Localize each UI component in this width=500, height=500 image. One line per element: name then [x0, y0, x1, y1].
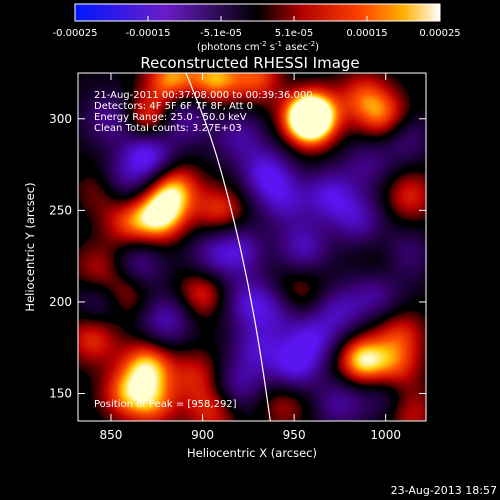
x-tick-label: 900 — [191, 428, 214, 442]
y-tick-label: 200 — [49, 295, 72, 309]
chart-title: Reconstructed RHESSI Image — [140, 54, 359, 72]
colorbar-gradient — [74, 3, 441, 22]
x-axis: 850 900 950 1000 — [100, 73, 401, 442]
colorbar-tick-label: -0.00015 — [126, 28, 171, 39]
colorbar-unit-label: (photons cm-2 s-1 asec-2) — [197, 40, 319, 53]
y-tick-label: 300 — [49, 112, 72, 126]
x-tick-label: 850 — [100, 428, 123, 442]
heatmap-image — [78, 73, 426, 421]
y-tick-label: 150 — [49, 387, 72, 401]
colorbar-tick-label: -0.00025 — [53, 28, 98, 39]
info-line: Clean Total counts: 3.27E+03 — [94, 123, 242, 134]
y-tick-label: 250 — [49, 203, 72, 217]
colorbar-tick-label: 0.00025 — [419, 28, 460, 39]
colorbar-tick-label: 0.00015 — [346, 28, 387, 39]
x-tick-label: 950 — [283, 428, 306, 442]
heatmap-container — [78, 73, 426, 421]
y-axis: 150 200 250 300 — [49, 112, 426, 401]
x-axis-label: Heliocentric X (arcsec) — [187, 446, 317, 460]
info-line: Energy Range: 25.0 - 50.0 keV — [94, 112, 247, 123]
peak-position-label: Position of Peak = [958,292] — [94, 399, 237, 410]
colorbar-tick-label: -5.1e-05 — [200, 28, 242, 39]
plot-frame — [77, 72, 427, 422]
solar-limb-curve — [185, 73, 271, 421]
x-tick-label: 1000 — [370, 428, 401, 442]
colorbar-tick-label: 5.1e-05 — [275, 28, 313, 39]
colorbar: -0.00025 -0.00015 -5.1e-05 5.1e-05 0.00015 0.… — [53, 3, 461, 53]
info-line: 21-Aug-2011 00:37:08.000 to 00:39:36.000 — [94, 90, 313, 101]
observation-info: 21-Aug-2011 00:37:08.000 to 00:39:36.000… — [94, 90, 313, 134]
y-axis-label: Heliocentric Y (arcsec) — [23, 182, 37, 311]
info-line: Detectors: 4F 5F 6F 7F 8F, Att 0 — [94, 101, 253, 112]
timestamp: 23-Aug-2013 18:57 — [391, 484, 497, 497]
